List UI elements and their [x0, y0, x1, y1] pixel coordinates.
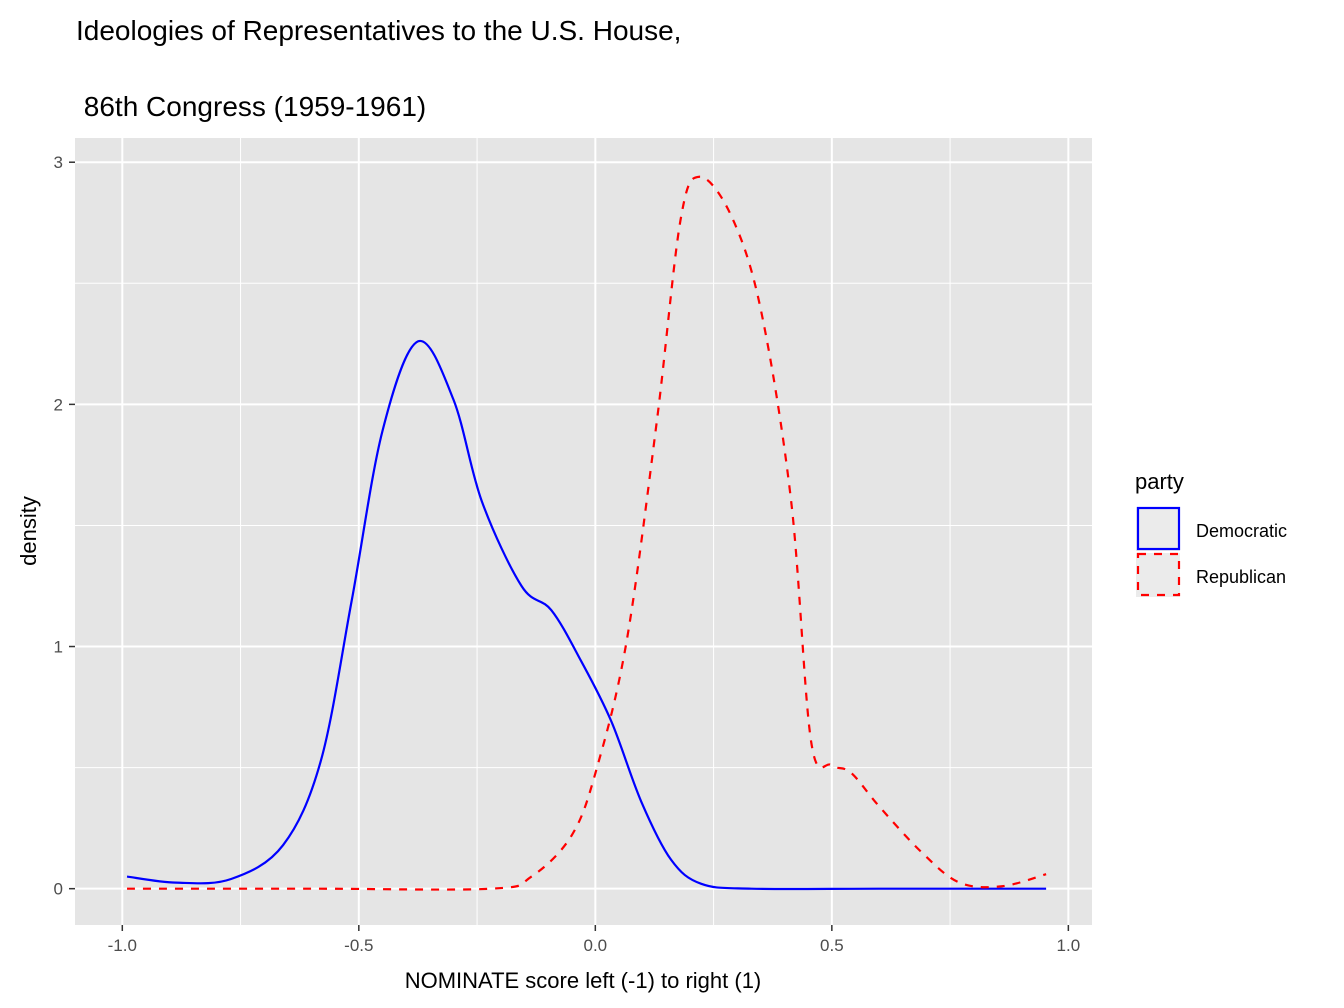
x-axis-label: NOMINATE score left (-1) to right (1)	[405, 968, 762, 993]
y-tick-label: 3	[54, 153, 63, 172]
density-line-republican	[127, 175, 1047, 891]
y-tick-label: 1	[54, 638, 63, 657]
x-tick-label: -0.5	[344, 936, 373, 955]
y-axis-label: density	[16, 496, 41, 566]
x-tick-label: 0.5	[820, 936, 844, 955]
density-line-democratic	[126, 340, 1047, 891]
y-tick-label: 2	[54, 395, 63, 414]
chart-subtitle: 86th Congress (1959-1961)	[76, 91, 426, 122]
legend-swatch-democratic	[1136, 506, 1181, 551]
y-tick-label: 0	[54, 880, 63, 899]
legend-swatch-republican	[1136, 552, 1181, 597]
legend-title: party	[1135, 469, 1184, 494]
plot-panel	[75, 138, 1092, 925]
x-tick-label: 0.0	[584, 936, 608, 955]
legend: party Democratic Republican	[1135, 469, 1287, 597]
legend-key-democratic	[1136, 507, 1180, 551]
x-tick-label: -1.0	[108, 936, 137, 955]
legend-label-republican: Republican	[1196, 567, 1286, 587]
chart-title: Ideologies of Representatives to the U.S…	[76, 15, 681, 46]
legend-label-democratic: Democratic	[1196, 521, 1287, 541]
x-tick-label: 1.0	[1057, 936, 1081, 955]
legend-key-republican	[1136, 553, 1180, 597]
